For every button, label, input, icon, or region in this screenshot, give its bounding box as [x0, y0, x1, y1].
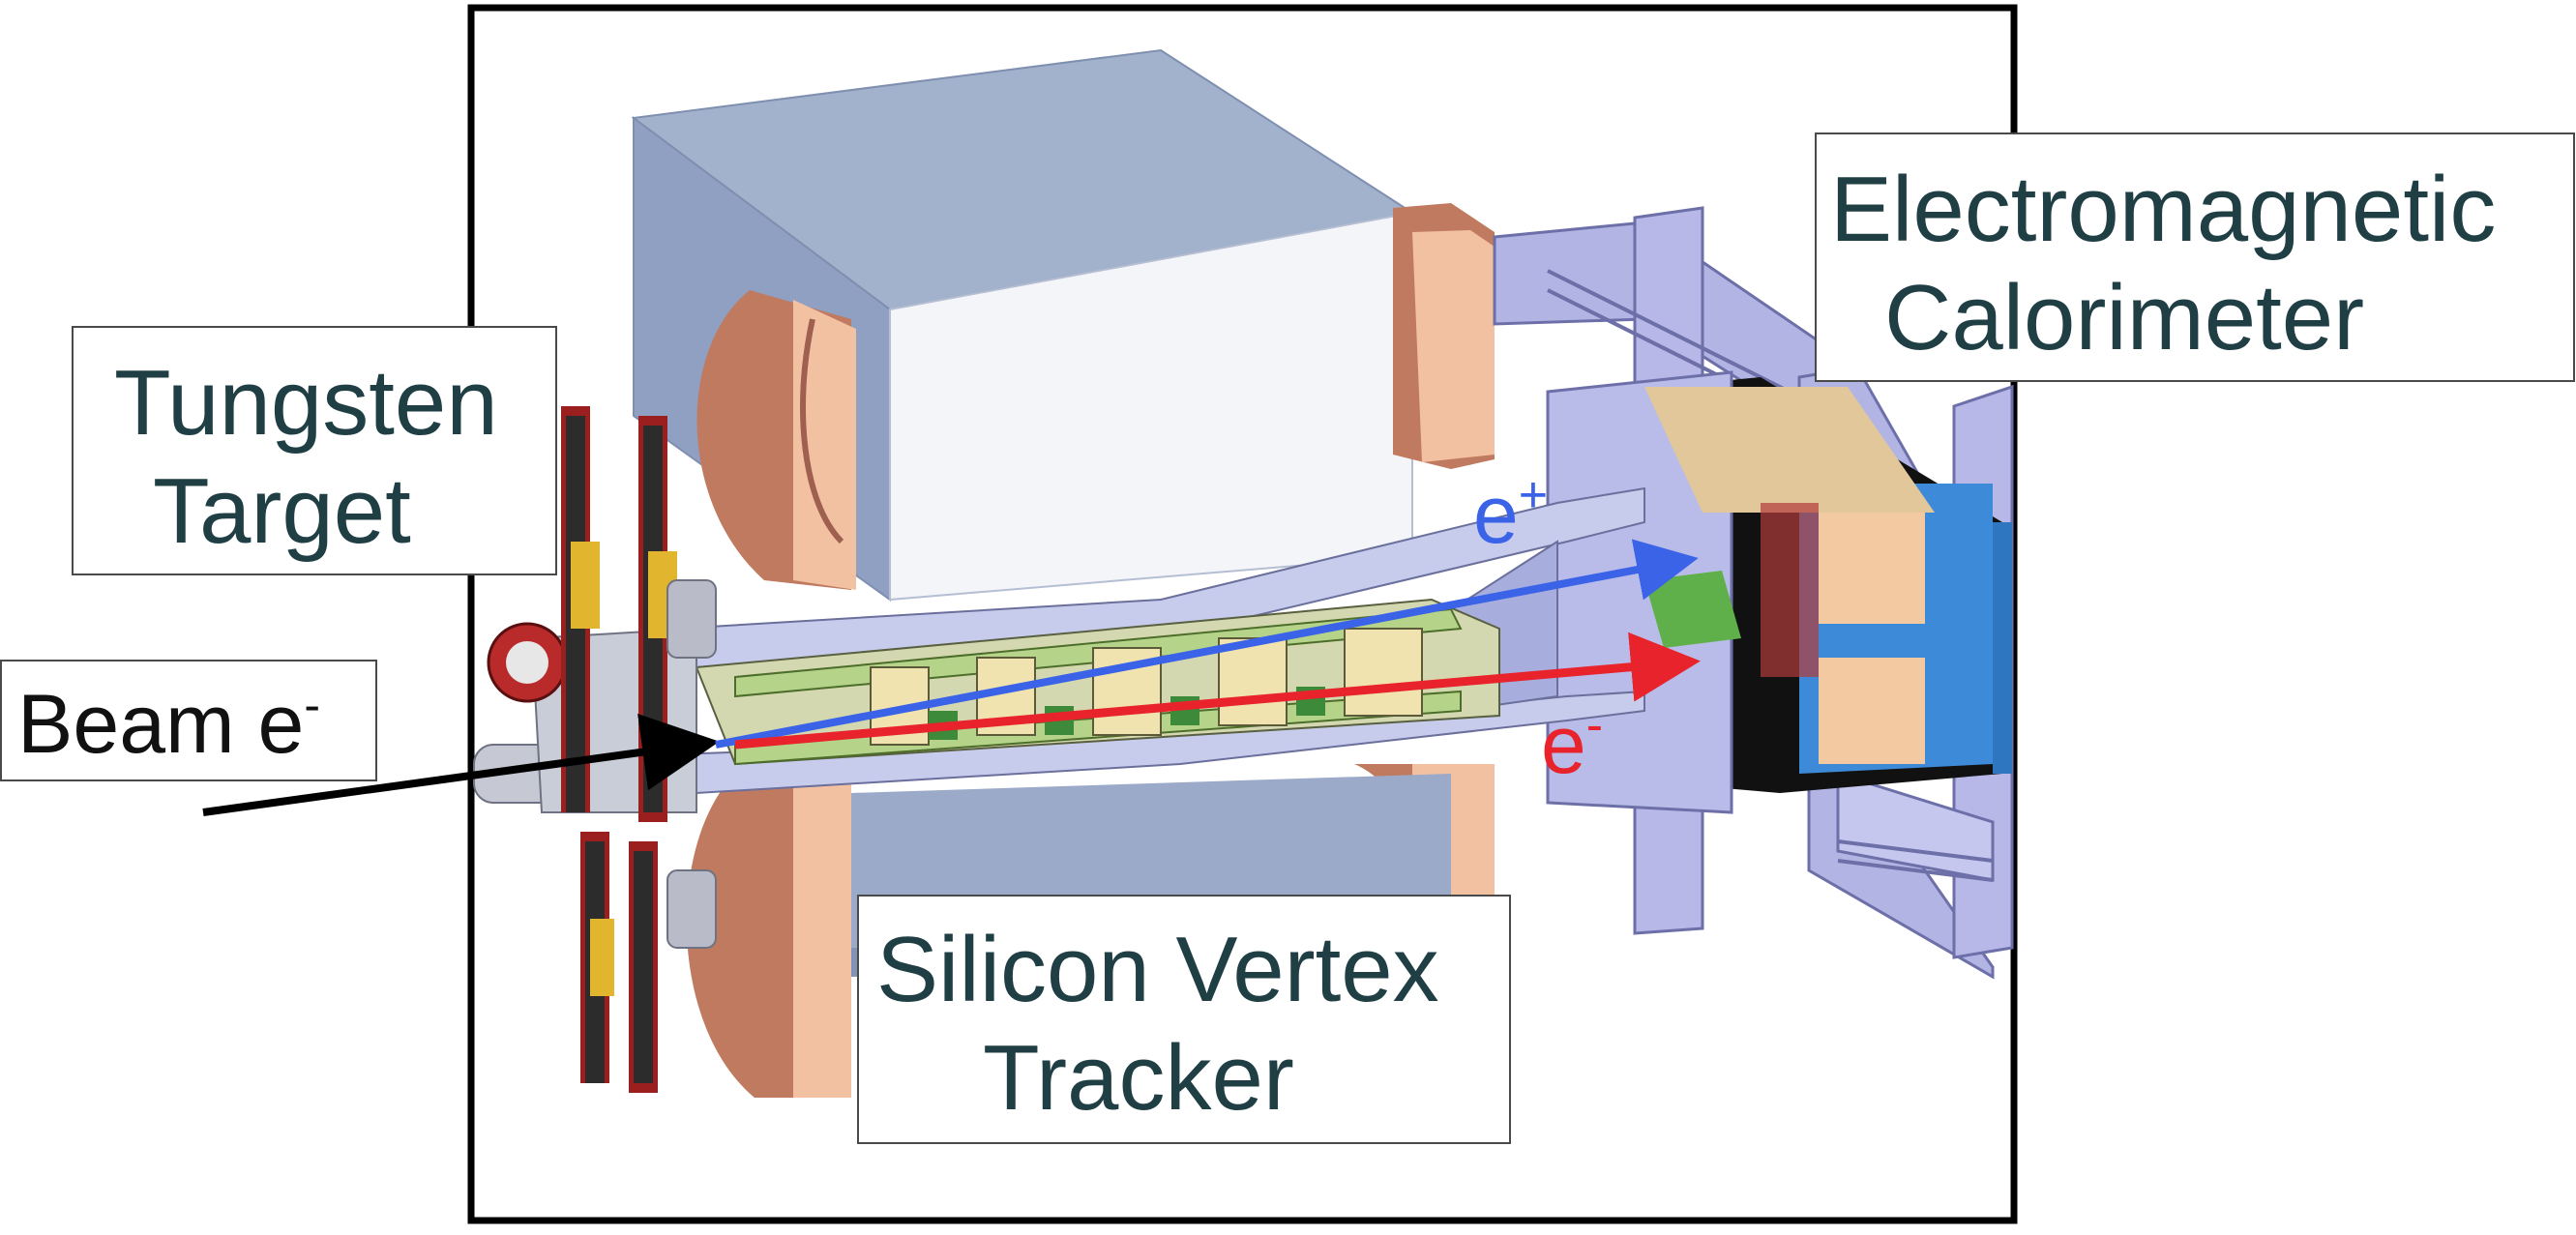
beam-label-charge: - — [304, 678, 321, 732]
electromagnetic-calorimeter-label: Electromagnetic Calorimeter — [1815, 132, 2575, 382]
target-chamber — [473, 406, 717, 1093]
electron-label: e- — [1541, 700, 1603, 785]
tungsten-target-label-line1: Tungsten — [114, 351, 498, 455]
tungsten-target-label-line2: Target — [153, 459, 411, 563]
positron-symbol: e — [1473, 469, 1519, 560]
electron-symbol: e — [1541, 699, 1586, 790]
electron-track-arrow — [734, 632, 1701, 750]
calorimeter-label-line2: Calorimeter — [1884, 266, 2365, 369]
beam-label-text: Beam e — [17, 678, 305, 771]
tracker-label-line1: Silicon Vertex — [876, 918, 1439, 1021]
upper-magnet-coil — [696, 203, 1495, 590]
beam-label-box: Beam e- — [0, 660, 377, 781]
tungsten-target-label: Tungsten Target — [72, 326, 557, 575]
tracker-label-line2: Tracker — [983, 1026, 1294, 1130]
beam-electron-arrow — [202, 713, 720, 816]
positron-charge: + — [1518, 467, 1549, 523]
electron-charge: - — [1585, 697, 1604, 753]
silicon-vertex-tracker-label: Silicon Vertex Tracker — [857, 895, 1511, 1144]
positron-track-arrow — [715, 539, 1699, 749]
beam-label: Beam e- — [17, 681, 320, 766]
calorimeter-label-line1: Electromagnetic — [1830, 158, 2497, 261]
positron-label: e+ — [1473, 470, 1548, 555]
